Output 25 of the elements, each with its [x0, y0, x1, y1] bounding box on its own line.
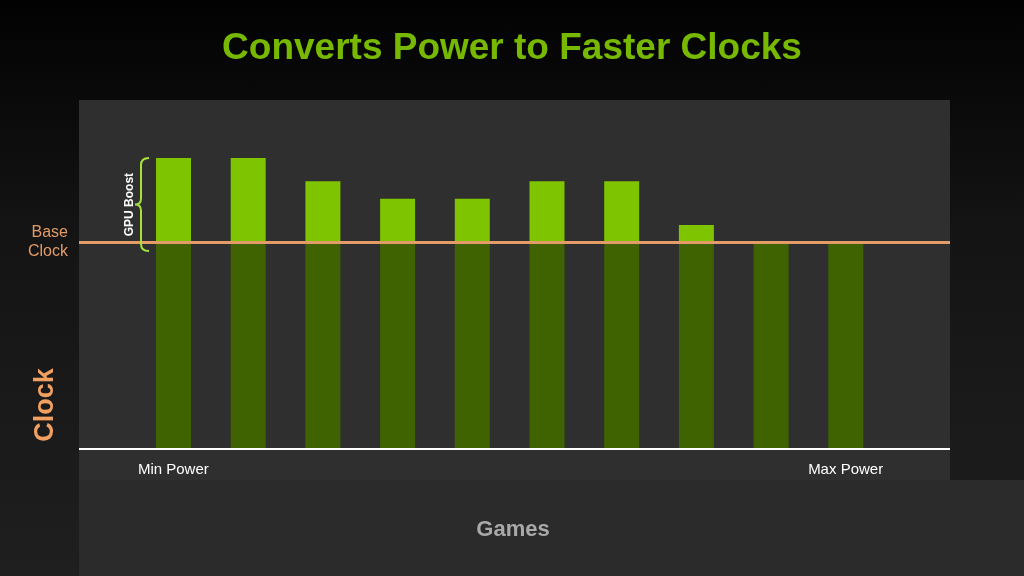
bar: [156, 242, 191, 449]
bar: [529, 242, 565, 449]
bar: [305, 181, 341, 243]
bar: [156, 158, 191, 243]
bar: [828, 242, 864, 449]
bar: [604, 242, 640, 449]
bar: [230, 242, 266, 449]
x-axis-title: Games: [476, 516, 550, 541]
x-tick-label: Max Power: [808, 459, 884, 477]
bar: [454, 198, 490, 243]
bar: [380, 242, 416, 449]
ref-line-label: Base Clock: [27, 223, 69, 260]
bar: [529, 181, 565, 243]
bar: [678, 224, 714, 243]
bar: [380, 198, 416, 243]
chart-title: Converts Power to Faster Clocks: [221, 25, 803, 69]
bar: [305, 242, 341, 449]
bar: [678, 242, 714, 449]
annotation: GPU Boost: [122, 172, 136, 237]
x-tick-label: Min Power: [137, 459, 209, 477]
bar: [604, 181, 640, 243]
y-axis-title: Clock: [29, 367, 59, 442]
bar: [454, 242, 490, 449]
bar: [230, 158, 266, 243]
bar: [753, 242, 789, 449]
